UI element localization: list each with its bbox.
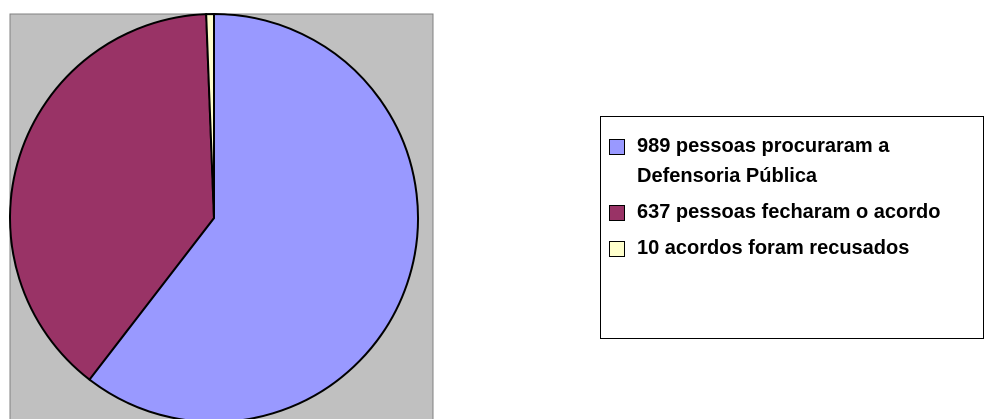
legend-item: 10 acordos foram recusados: [609, 233, 977, 263]
pie-slice: [205, 12, 215, 219]
legend-item: 637 pessoas fecharam o acordo: [609, 197, 977, 227]
legend-swatch: [609, 241, 625, 257]
legend-swatch: [609, 139, 625, 155]
legend-item: 989 pessoas procuraram a Defensoria Públ…: [609, 131, 977, 191]
legend-label: 10 acordos foram recusados: [637, 237, 910, 259]
legend: 989 pessoas procuraram a Defensoria Públ…: [600, 116, 984, 339]
legend-label: 989 pessoas procuraram a Defensoria Públ…: [637, 135, 890, 187]
legend-swatch: [609, 205, 625, 221]
pie-slice: [9, 13, 216, 381]
pie-slice: [88, 12, 419, 419]
legend-label: 637 pessoas fecharam o acordo: [637, 201, 941, 223]
